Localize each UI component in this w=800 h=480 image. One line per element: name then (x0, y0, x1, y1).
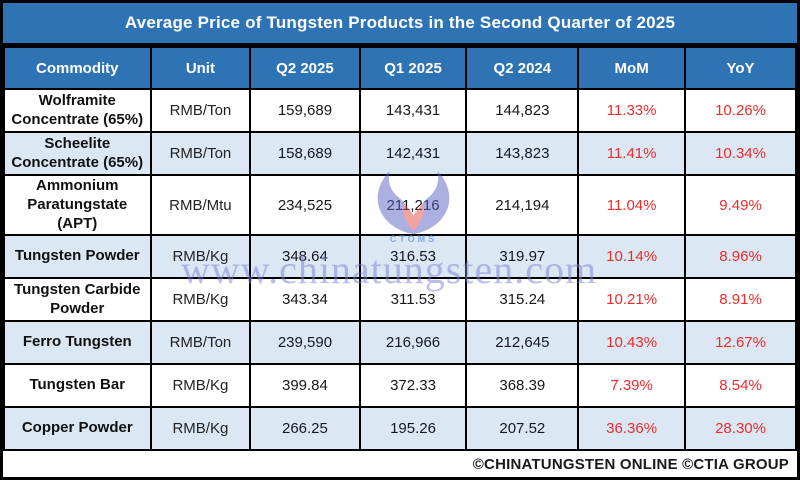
unit-cell: RMB/Kg (149, 277, 252, 323)
q2-2025-cell: 399.84 (249, 363, 361, 409)
q2-2025-cell: 239,590 (249, 320, 361, 366)
q2-2025-cell: 234,525 (249, 173, 361, 237)
mom-cell: 11.41% (577, 131, 687, 176)
q2-2025-cell: 266.25 (249, 406, 361, 452)
price-table: Commodity Unit Q2 2025 Q1 2025 Q2 2024 M… (3, 46, 797, 452)
yoy-cell: 10.34% (684, 131, 797, 176)
yoy-cell: 9.49% (684, 173, 797, 237)
copyright-footer: ©CHINATUNGSTEN ONLINE ©CTIA GROUP (3, 451, 797, 477)
q2-2024-cell: 144,823 (465, 88, 580, 133)
yoy-cell: 10.26% (684, 88, 797, 133)
header-row: Commodity Unit Q2 2025 Q1 2025 Q2 2024 M… (3, 46, 797, 90)
unit-cell: RMB/Ton (149, 320, 252, 366)
mom-cell: 11.33% (577, 88, 687, 133)
q2-2025-cell: 343.34 (249, 277, 361, 323)
column-header-q1-2025: Q1 2025 (358, 46, 468, 90)
column-header-q2-2024: Q2 2024 (465, 46, 580, 90)
yoy-cell: 28.30% (684, 406, 797, 452)
table-row: Ferro Tungsten RMB/Ton 239,590 216,966 2… (3, 320, 797, 366)
column-header-unit: Unit (149, 46, 252, 90)
mom-cell: 10.43% (577, 320, 687, 366)
column-header-q2-2025: Q2 2025 (249, 46, 361, 90)
unit-cell: RMB/Kg (149, 363, 252, 409)
yoy-cell: 8.54% (684, 363, 797, 409)
commodity-cell: Ferro Tungsten (3, 320, 152, 366)
q2-2024-cell: 207.52 (465, 406, 580, 452)
table-row: Tungsten Powder RMB/Kg 348.64 316.53 319… (3, 234, 797, 280)
commodity-cell: Tungsten Powder (3, 234, 152, 280)
q1-2025-cell: 311.53 (358, 277, 468, 323)
yoy-cell: 8.91% (684, 277, 797, 323)
q1-2025-cell: 211,216 (358, 173, 468, 237)
q2-2024-cell: 319.97 (465, 234, 580, 280)
q1-2025-cell: 372.33 (358, 363, 468, 409)
q2-2025-cell: 159,689 (249, 88, 361, 133)
unit-cell: RMB/Mtu (149, 173, 252, 237)
mom-cell: 11.04% (577, 173, 687, 237)
unit-cell: RMB/Ton (149, 131, 252, 176)
table-title: Average Price of Tungsten Products in th… (3, 3, 797, 46)
q1-2025-cell: 142,431 (358, 131, 468, 176)
table-row: Copper Powder RMB/Kg 266.25 195.26 207.5… (3, 406, 797, 452)
mom-cell: 7.39% (577, 363, 687, 409)
commodity-cell: Tungsten Bar (3, 363, 152, 409)
table-row: Tungsten Bar RMB/Kg 399.84 372.33 368.39… (3, 363, 797, 409)
q2-2024-cell: 368.39 (465, 363, 580, 409)
table-row: Tungsten Carbide Powder RMB/Kg 343.34 31… (3, 277, 797, 323)
unit-cell: RMB/Ton (149, 88, 252, 133)
q2-2025-cell: 158,689 (249, 131, 361, 176)
mom-cell: 36.36% (577, 406, 687, 452)
table-row: Wolframite Concentrate (65%) RMB/Ton 159… (3, 88, 797, 133)
q2-2024-cell: 212,645 (465, 320, 580, 366)
yoy-cell: 12.67% (684, 320, 797, 366)
commodity-cell: Ammonium Paratungstate (APT) (3, 173, 152, 237)
column-header-yoy: YoY (684, 46, 797, 90)
q1-2025-cell: 195.26 (358, 406, 468, 452)
commodity-cell: Scheelite Concentrate (65%) (3, 131, 152, 176)
q1-2025-cell: 143,431 (358, 88, 468, 133)
mom-cell: 10.21% (577, 277, 687, 323)
table-row: Ammonium Paratungstate (APT) RMB/Mtu 234… (3, 173, 797, 237)
mom-cell: 10.14% (577, 234, 687, 280)
commodity-cell: Copper Powder (3, 406, 152, 452)
q1-2025-cell: 316.53 (358, 234, 468, 280)
q1-2025-cell: 216,966 (358, 320, 468, 366)
column-header-mom: MoM (577, 46, 687, 90)
q2-2024-cell: 214,194 (465, 173, 580, 237)
yoy-cell: 8.96% (684, 234, 797, 280)
commodity-cell: Wolframite Concentrate (65%) (3, 88, 152, 133)
q2-2024-cell: 315.24 (465, 277, 580, 323)
commodity-cell: Tungsten Carbide Powder (3, 277, 152, 323)
unit-cell: RMB/Kg (149, 406, 252, 452)
column-header-commodity: Commodity (3, 46, 152, 90)
q2-2025-cell: 348.64 (249, 234, 361, 280)
q2-2024-cell: 143,823 (465, 131, 580, 176)
unit-cell: RMB/Kg (149, 234, 252, 280)
table-row: Scheelite Concentrate (65%) RMB/Ton 158,… (3, 131, 797, 176)
